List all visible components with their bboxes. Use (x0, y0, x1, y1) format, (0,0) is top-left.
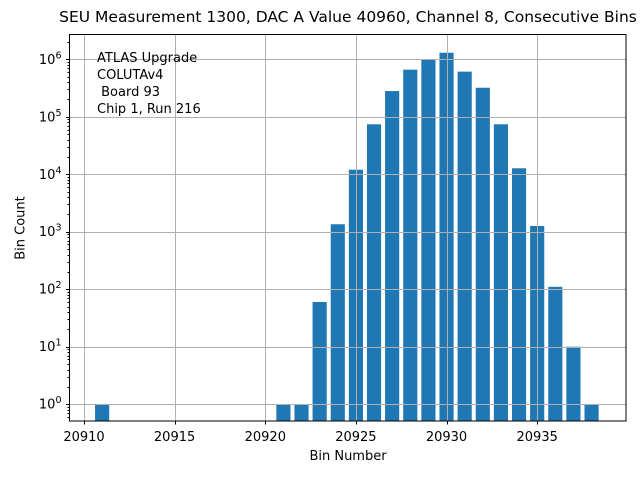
y-tick-label: 102 (39, 280, 62, 298)
histogram-bar (475, 87, 490, 422)
x-tick-label: 20915 (154, 430, 195, 445)
chart-title: SEU Measurement 1300, DAC A Value 40960,… (59, 8, 637, 26)
x-tick-label: 20925 (335, 430, 376, 445)
histogram-bar (385, 91, 400, 421)
histogram-bar (421, 59, 436, 422)
histogram-bar (511, 168, 527, 421)
histogram-bar (584, 404, 599, 421)
x-tick-label: 20910 (63, 430, 104, 445)
y-axis-label: Bin Count (13, 196, 29, 260)
histogram-bar (95, 404, 110, 421)
annotation-line: ATLAS Upgrade (97, 51, 198, 66)
histogram-bar (366, 124, 382, 422)
histogram-bars (95, 52, 599, 422)
histogram-bar (330, 224, 345, 421)
x-tick-label: 20920 (245, 430, 286, 445)
histogram-bar (403, 69, 418, 422)
y-tick-label: 105 (39, 108, 62, 126)
grid-lines (69, 34, 626, 421)
histogram-bar (548, 286, 563, 421)
histogram-bar (439, 52, 454, 421)
x-tick-label: 20935 (517, 430, 558, 445)
y-tick-label: 106 (39, 50, 62, 68)
annotation-line: Chip 1, Run 216 (97, 102, 201, 117)
tick-labels: 20910 20915 20920 20925 20930 20935 100 101 102 1… (39, 50, 558, 445)
y-tick-label: 104 (39, 165, 62, 183)
histogram-bar (276, 404, 291, 421)
x-axis-label: Bin Number (309, 449, 387, 464)
y-tick-label: 101 (39, 338, 62, 356)
annotation-line: COLUTAv4 (97, 68, 164, 83)
y-tick-label: 100 (39, 395, 62, 413)
histogram-bar (294, 404, 309, 421)
plot-annotation: ATLAS Upgrade COLUTAv4 Board 93 Chip 1, Ru… (97, 50, 201, 118)
x-tick-label: 20930 (426, 430, 467, 445)
histogram-bar (348, 169, 363, 421)
histogram-bar (493, 124, 508, 422)
axes-frame (69, 34, 627, 422)
y-tick-label: 103 (39, 223, 62, 241)
histogram-bar (457, 71, 472, 421)
annotation-line: Board 93 (97, 85, 161, 100)
histogram-bar (312, 301, 327, 421)
histogram-bar (566, 346, 581, 421)
